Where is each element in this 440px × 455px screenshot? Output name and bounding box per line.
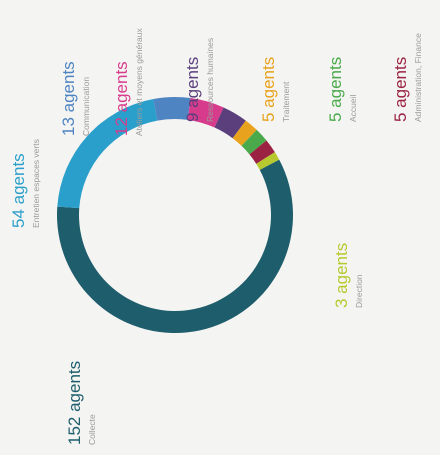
donut-segment	[153, 96, 191, 121]
category-label: Ateliers et moyens généraux	[134, 28, 144, 136]
value-label: 5 agents	[391, 57, 410, 122]
value-label: 3 agents	[332, 243, 351, 308]
donut-segment	[187, 98, 224, 128]
donut	[57, 96, 294, 334]
donut-segment	[241, 129, 267, 155]
value-label: 152 agents	[65, 361, 84, 445]
category-label: Entretien espaces verts	[31, 139, 41, 228]
value-label: 9 agents	[183, 57, 202, 122]
donut-segment	[249, 140, 275, 164]
value-label: 5 agents	[326, 57, 345, 122]
category-label: Accueil	[348, 94, 358, 122]
value-label: 13 agents	[59, 61, 78, 136]
donut-segment	[214, 107, 246, 139]
category-label: Ressources humaines	[205, 38, 215, 122]
donut-segment	[232, 120, 257, 146]
labels: 152 agents Collecte 54 agents Entretien esp…	[9, 28, 423, 445]
donut-segment	[57, 98, 158, 209]
value-label: 54 agents	[9, 153, 28, 228]
category-label: Traitement	[281, 81, 291, 122]
category-label: Direction	[354, 274, 364, 308]
category-label: Administration, Finance	[413, 33, 423, 122]
value-label: 12 agents	[112, 61, 131, 136]
value-label: 5 agents	[259, 57, 278, 122]
donut-segment	[256, 152, 280, 170]
category-label: Communication	[81, 77, 91, 136]
category-label: Collecte	[87, 414, 97, 445]
donut-segment	[57, 159, 294, 334]
